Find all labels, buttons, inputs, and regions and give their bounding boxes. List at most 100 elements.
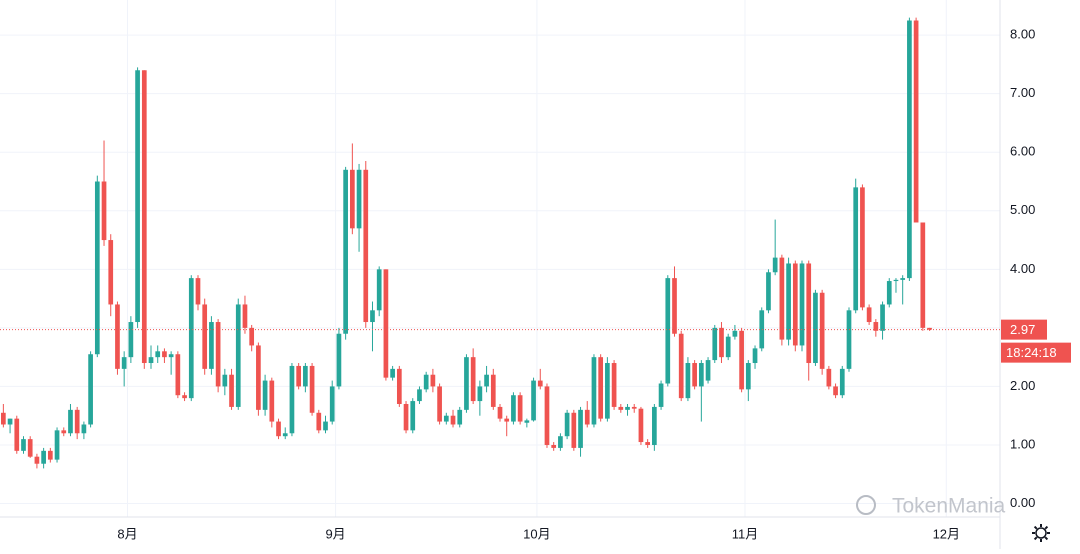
candle-body bbox=[269, 380, 275, 422]
candle-body bbox=[188, 278, 194, 399]
candle-body bbox=[457, 409, 463, 425]
last-price-label: 2.97 bbox=[1010, 322, 1035, 337]
gear-ring bbox=[1035, 527, 1047, 539]
candle-body bbox=[799, 263, 805, 346]
candle-body bbox=[886, 281, 892, 305]
candle-body bbox=[504, 418, 510, 422]
candle-body bbox=[329, 386, 335, 422]
candle-body bbox=[497, 406, 503, 419]
candle-body bbox=[356, 169, 362, 229]
candle-body bbox=[584, 409, 590, 425]
candle-body bbox=[309, 365, 315, 413]
candle-body bbox=[141, 70, 147, 364]
candle-body bbox=[182, 395, 187, 399]
candle-body bbox=[222, 374, 228, 387]
candle-body bbox=[350, 169, 355, 229]
y-tick-label: 1.00 bbox=[1010, 436, 1035, 451]
candle-body bbox=[410, 401, 416, 431]
candle-body bbox=[752, 348, 758, 364]
candle-body bbox=[162, 351, 167, 358]
candle-body bbox=[229, 374, 234, 407]
candles bbox=[1, 17, 932, 469]
candle-body bbox=[564, 412, 570, 437]
candle-body bbox=[591, 357, 597, 425]
candle-body bbox=[893, 279, 899, 282]
candle-body bbox=[913, 20, 919, 223]
candle-body bbox=[490, 374, 496, 407]
candle-body bbox=[128, 322, 134, 358]
candle-body bbox=[652, 406, 657, 445]
candle-body bbox=[618, 406, 624, 410]
candle-body bbox=[866, 307, 872, 323]
y-tick-label: 0.00 bbox=[1010, 495, 1035, 510]
candle-body bbox=[860, 187, 865, 308]
candle-body bbox=[336, 333, 342, 387]
candle-body bbox=[766, 272, 771, 311]
x-tick-label: 10月 bbox=[523, 526, 550, 541]
watermark: TokenMania bbox=[892, 495, 1006, 518]
candle-body bbox=[645, 442, 650, 445]
candle-body bbox=[7, 418, 13, 425]
candle-body bbox=[927, 327, 932, 330]
candle-body bbox=[175, 354, 181, 396]
candle-body bbox=[88, 354, 93, 425]
candle-body bbox=[678, 333, 684, 399]
candle-body bbox=[403, 403, 409, 431]
settings-icon[interactable] bbox=[1032, 524, 1050, 542]
candle-body bbox=[148, 357, 154, 364]
candle-body bbox=[61, 430, 67, 434]
candle-body bbox=[672, 278, 677, 334]
candle-body bbox=[712, 327, 718, 361]
candle-body bbox=[81, 424, 87, 434]
candle-body bbox=[209, 322, 214, 369]
candle-body bbox=[571, 412, 577, 448]
candle-body bbox=[685, 363, 691, 399]
candle-body bbox=[900, 278, 906, 280]
candle-body bbox=[1, 412, 6, 425]
candle-body bbox=[343, 169, 348, 334]
candle-body bbox=[390, 368, 395, 378]
countdown-box bbox=[1001, 342, 1071, 363]
candle-body bbox=[631, 406, 637, 409]
candle-body bbox=[792, 263, 798, 346]
candle-body bbox=[47, 450, 53, 460]
candle-body bbox=[819, 292, 825, 369]
candle-body bbox=[732, 330, 738, 337]
candle-body bbox=[41, 450, 46, 464]
candle-body bbox=[578, 409, 583, 448]
candle-body bbox=[155, 351, 161, 358]
candle-body bbox=[772, 257, 778, 273]
candle-body bbox=[551, 444, 557, 448]
candle-body bbox=[303, 365, 308, 387]
candle-body bbox=[443, 415, 449, 422]
candle-body bbox=[135, 70, 140, 323]
candle-body bbox=[611, 363, 617, 407]
candle-body bbox=[289, 365, 295, 434]
candle-body bbox=[511, 395, 516, 422]
y-tick-label: 8.00 bbox=[1010, 27, 1035, 42]
candle-body bbox=[195, 278, 201, 305]
candle-body bbox=[437, 386, 442, 422]
candle-body bbox=[450, 415, 456, 425]
candle-body bbox=[698, 363, 704, 387]
candle-body bbox=[370, 310, 375, 323]
candle-body bbox=[215, 322, 221, 387]
candle-body bbox=[558, 436, 563, 448]
candle-body bbox=[846, 310, 852, 369]
candle-body bbox=[665, 278, 671, 384]
candle-body bbox=[477, 386, 483, 402]
candle-body bbox=[21, 439, 26, 451]
candle-body bbox=[813, 292, 818, 364]
candle-body bbox=[625, 406, 630, 410]
candle-body bbox=[115, 304, 120, 369]
candle-body bbox=[202, 304, 208, 369]
candle-body bbox=[417, 389, 422, 402]
candle-body bbox=[282, 433, 288, 437]
candle-body bbox=[276, 421, 281, 437]
candle-body bbox=[531, 380, 536, 421]
x-tick-label: 8月 bbox=[117, 526, 137, 541]
y-tick-label: 7.00 bbox=[1010, 85, 1035, 100]
candle-body bbox=[363, 169, 369, 323]
